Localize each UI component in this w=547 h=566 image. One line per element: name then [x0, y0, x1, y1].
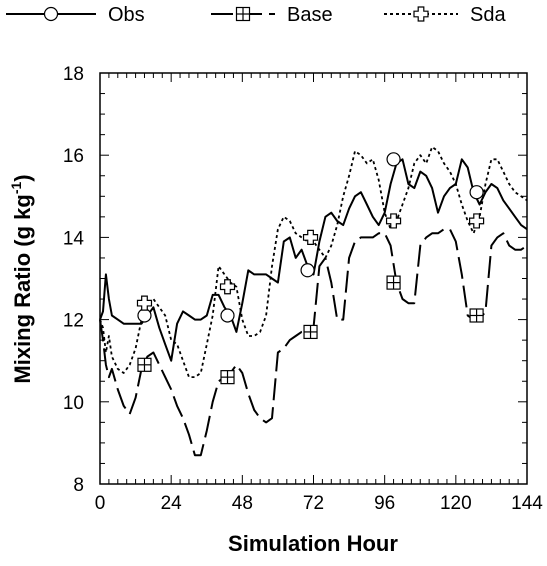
legend-item-sda: Sda — [384, 4, 506, 26]
data-marker — [43, 6, 59, 22]
axis-ticks — [99, 72, 528, 485]
tick-labels: 0 24 48 72 96 120 144 8 10 12 14 16 18 — [63, 64, 543, 514]
series-line-base — [99, 228, 528, 457]
y-tick-label: 12 — [63, 311, 84, 332]
legend-item-obs: Obs — [6, 4, 145, 26]
series-markers — [136, 152, 485, 385]
data-marker — [300, 263, 315, 278]
data-marker — [220, 370, 235, 385]
data-marker — [386, 152, 401, 167]
x-tick-label: 120 — [440, 493, 472, 514]
x-tick-label: 72 — [303, 493, 324, 514]
x-axis-title: Simulation Hour — [228, 531, 398, 556]
y-axis-title: Mixing Ratio (g kg-1) — [8, 174, 35, 383]
y-axis-title-main: Mixing Ratio (g kg — [10, 194, 35, 383]
data-marker — [137, 357, 152, 372]
x-tick-label: 0 — [95, 493, 106, 514]
y-tick-label: 10 — [63, 393, 84, 414]
x-tick-label: 96 — [374, 493, 395, 514]
data-marker — [469, 185, 484, 200]
data-marker — [468, 213, 485, 229]
legend-label: Base — [287, 4, 333, 26]
series-lines — [99, 146, 528, 457]
data-marker — [235, 6, 251, 22]
data-marker — [220, 308, 235, 323]
series-line-sda — [99, 146, 528, 378]
legend-label: Sda — [470, 4, 506, 26]
y-tick-label: 8 — [73, 475, 84, 496]
data-marker — [413, 6, 429, 22]
y-axis-title-exponent: -1 — [8, 182, 24, 195]
data-marker — [302, 229, 319, 245]
legend-item-base: Base — [211, 4, 333, 26]
legend-label: Obs — [108, 4, 145, 26]
y-axis-title-close: ) — [10, 174, 35, 181]
data-marker — [136, 295, 153, 311]
x-tick-label: 144 — [511, 493, 543, 514]
y-tick-label: 14 — [63, 228, 85, 249]
data-marker — [137, 308, 152, 323]
data-marker — [385, 213, 402, 229]
data-marker — [219, 279, 236, 295]
x-tick-label: 48 — [232, 493, 253, 514]
data-marker — [386, 275, 401, 290]
y-tick-label: 18 — [63, 64, 84, 85]
data-marker — [469, 308, 484, 323]
legend: Obs Base Sda — [6, 4, 506, 26]
y-tick-label: 16 — [63, 146, 84, 167]
data-marker — [303, 324, 318, 340]
x-tick-label: 24 — [161, 493, 183, 514]
